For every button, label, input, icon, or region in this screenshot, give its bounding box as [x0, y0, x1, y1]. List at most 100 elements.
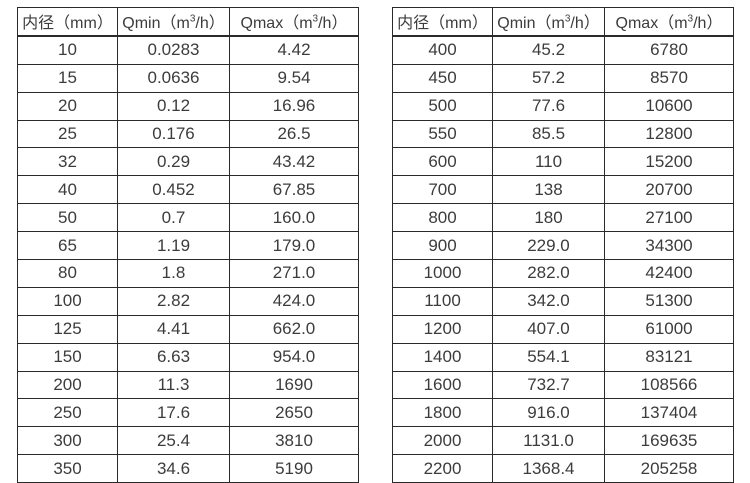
cell-diameter: 350	[17, 454, 118, 483]
cell-diameter: 125	[17, 314, 118, 344]
cell-diameter: 15	[17, 63, 118, 93]
cell-qmin: 916.0	[492, 398, 605, 428]
cell-diameter: 1600	[392, 370, 493, 400]
table-row: 1400 554.1 83121	[392, 342, 734, 372]
cell-diameter: 700	[392, 175, 493, 205]
table-row: 350 34.6 5190	[17, 454, 359, 483]
cell-qmin: 17.6	[117, 398, 230, 428]
cubic-superscript: 3	[189, 14, 196, 26]
cell-diameter: 100	[17, 286, 118, 316]
cell-diameter: 2000	[392, 426, 493, 456]
cell-diameter: 1800	[392, 398, 493, 428]
cell-qmin: 57.2	[492, 63, 605, 93]
cell-qmin: 1.8	[117, 259, 230, 288]
cell-diameter: 25	[17, 119, 118, 149]
cell-qmax: 3810	[229, 426, 359, 456]
table-row: 10 0.0283 4.42	[17, 35, 359, 65]
cell-diameter: 250	[17, 398, 118, 428]
cell-qmin: 732.7	[492, 370, 605, 400]
cell-qmax: 424.0	[229, 286, 359, 316]
cell-qmax: 137404	[604, 398, 734, 428]
cell-diameter: 2200	[392, 454, 493, 483]
cell-diameter: 65	[17, 231, 118, 261]
cell-qmin: 0.176	[117, 119, 230, 149]
table-row: 50 0.7 160.0	[17, 203, 359, 233]
cell-qmax: 67.85	[229, 175, 359, 205]
cell-qmin: 138	[492, 175, 605, 205]
cell-qmax: 42400	[604, 259, 734, 288]
cell-qmax: 108566	[604, 370, 734, 400]
cell-diameter: 80	[17, 259, 118, 288]
table-row: 500 77.6 10600	[392, 91, 734, 121]
cell-qmin: 554.1	[492, 342, 605, 372]
table-header-row: 内径（mm） Qmin（m3/h） Qmax（m3/h）	[392, 6, 734, 37]
cell-qmax: 51300	[604, 286, 734, 316]
cell-qmax: 271.0	[229, 259, 359, 288]
cell-diameter: 1400	[392, 342, 493, 372]
cell-qmin: 0.0636	[117, 63, 230, 93]
cell-qmin: 34.6	[117, 454, 230, 483]
cubic-superscript: 3	[312, 14, 319, 26]
cell-qmax: 662.0	[229, 314, 359, 344]
cell-diameter: 600	[392, 147, 493, 177]
cell-qmin: 85.5	[492, 119, 605, 149]
cell-qmin: 11.3	[117, 370, 230, 400]
header-qmin: Qmin（m3/h）	[117, 6, 230, 37]
cell-qmax: 2650	[229, 398, 359, 428]
cell-qmax: 954.0	[229, 342, 359, 372]
cell-qmax: 205258	[604, 454, 734, 483]
cell-qmin: 342.0	[492, 286, 605, 316]
cell-qmax: 83121	[604, 342, 734, 372]
cell-qmax: 9.54	[229, 63, 359, 93]
table-row: 550 85.5 12800	[392, 119, 734, 149]
cell-qmin: 0.0283	[117, 35, 230, 65]
table-row: 80 1.8 271.0	[17, 259, 359, 288]
cell-qmin: 6.63	[117, 342, 230, 372]
cell-qmin: 180	[492, 203, 605, 233]
table-row: 1800 916.0 137404	[392, 398, 734, 428]
cell-qmax: 1690	[229, 370, 359, 400]
cell-qmax: 16.96	[229, 91, 359, 121]
cell-qmin: 0.29	[117, 147, 230, 177]
cell-diameter: 550	[392, 119, 493, 149]
cell-qmax: 20700	[604, 175, 734, 205]
table-row: 25 0.176 26.5	[17, 119, 359, 149]
cell-qmax: 5190	[229, 454, 359, 483]
cell-diameter: 10	[17, 35, 118, 65]
cell-diameter: 50	[17, 203, 118, 233]
table-row: 450 57.2 8570	[392, 63, 734, 93]
flow-table-large-diameter: 内径（mm） Qmin（m3/h） Qmax（m3/h） 400 45.2 6780…	[392, 6, 734, 483]
table-row: 250 17.6 2650	[17, 398, 359, 428]
cell-qmin: 110	[492, 147, 605, 177]
cell-qmin: 2.82	[117, 286, 230, 316]
table-row: 900 229.0 34300	[392, 231, 734, 261]
table-row: 32 0.29 43.42	[17, 147, 359, 177]
cell-qmin: 25.4	[117, 426, 230, 456]
flow-table-small-diameter: 内径（mm） Qmin（m3/h） Qmax（m3/h） 10 0.0283 4.4…	[17, 6, 359, 483]
table-body: 400 45.2 6780 450 57.2 8570 500 77.6 10600 550 85.…	[392, 35, 734, 483]
cell-qmin: 1.19	[117, 231, 230, 261]
cubic-superscript: 3	[564, 14, 571, 26]
cell-qmin: 407.0	[492, 314, 605, 344]
cell-diameter: 450	[392, 63, 493, 93]
cell-qmin: 229.0	[492, 231, 605, 261]
cell-diameter: 400	[392, 35, 493, 65]
table-row: 1600 732.7 108566	[392, 370, 734, 400]
header-qmin: Qmin（m3/h）	[492, 6, 605, 37]
cell-diameter: 1200	[392, 314, 493, 344]
table-row: 600 110 15200	[392, 147, 734, 177]
table-row: 65 1.19 179.0	[17, 231, 359, 261]
cell-diameter: 150	[17, 342, 118, 372]
cell-qmax: 4.42	[229, 35, 359, 65]
cell-qmin: 0.12	[117, 91, 230, 121]
cell-qmax: 6780	[604, 35, 734, 65]
cell-qmin: 0.7	[117, 203, 230, 233]
table-row: 800 180 27100	[392, 203, 734, 233]
table-row: 2000 1131.0 169635	[392, 426, 734, 456]
table-row: 200 11.3 1690	[17, 370, 359, 400]
cell-qmin: 4.41	[117, 314, 230, 344]
cell-diameter: 200	[17, 370, 118, 400]
cell-diameter: 32	[17, 147, 118, 177]
cell-qmax: 8570	[604, 63, 734, 93]
table-row: 150 6.63 954.0	[17, 342, 359, 372]
